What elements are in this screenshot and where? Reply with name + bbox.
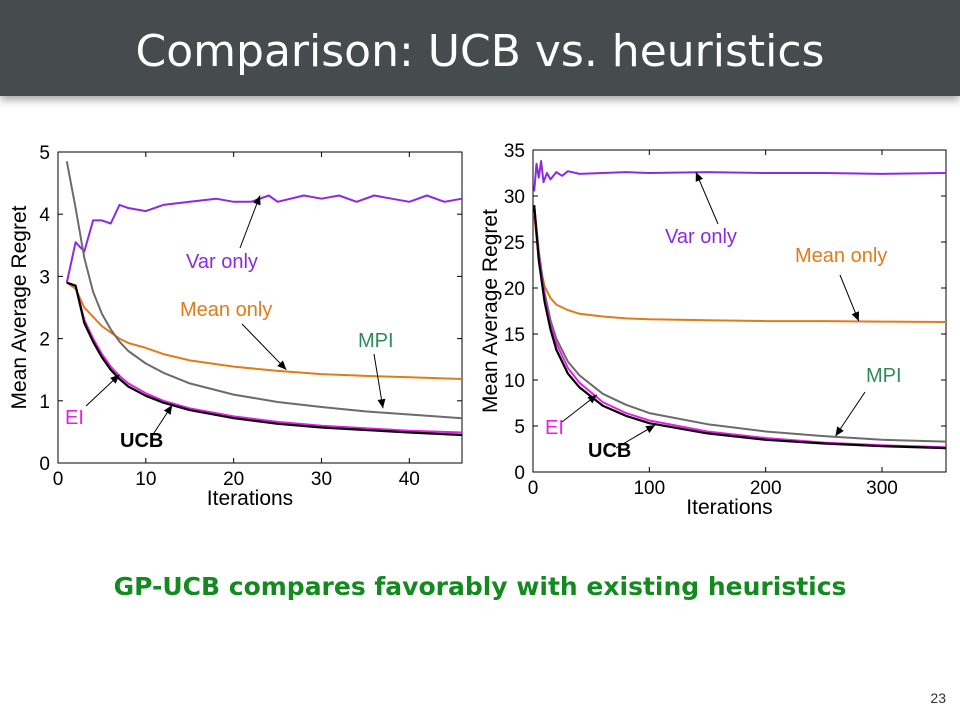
annotation-label: Var only (665, 226, 737, 248)
series-line-var-only (65, 194, 463, 283)
y-tick-label: 2 (39, 330, 50, 351)
series-line-mpi (533, 205, 947, 443)
slide-title: Comparison: UCB vs. heuristics (135, 26, 825, 77)
annotation-arrowhead (253, 195, 261, 206)
annotation-arrowhead (587, 394, 597, 404)
annotation-label: Var only (186, 251, 258, 273)
series-line-ei (66, 281, 463, 434)
x-axis-label: Iterations (686, 496, 772, 519)
x-tick-label: 0 (528, 478, 539, 499)
annotation-arrowhead (851, 311, 860, 322)
y-tick-label: 15 (504, 325, 525, 346)
y-axis-label: Mean Average Regret (479, 209, 502, 413)
x-tick-label: 30 (311, 469, 332, 490)
annotation-label: EI (65, 407, 84, 429)
y-axis-label: Mean Average Regret (8, 205, 31, 409)
y-tick-label: 0 (39, 454, 50, 475)
x-tick-label: 100 (633, 478, 665, 499)
y-tick-label: 30 (504, 187, 525, 208)
annotation-arrowhead (377, 398, 386, 409)
y-tick-label: 35 (504, 141, 525, 162)
plot-frame (57, 151, 463, 464)
y-tick-label: 20 (504, 279, 525, 300)
y-tick-label: 1 (39, 392, 50, 413)
y-tick-label: 5 (514, 417, 525, 438)
x-tick-label: 0 (53, 469, 64, 490)
annotation-arrow (241, 323, 287, 371)
annotation-label: EI (545, 417, 564, 439)
x-tick-label: 200 (750, 478, 782, 499)
series-line-ucb (66, 281, 463, 437)
annotation-arrowhead (277, 360, 287, 370)
annotation-label: MPI (358, 330, 394, 352)
annotation-arrowhead (645, 425, 656, 434)
series-line-mpi (65, 161, 463, 420)
x-tick-label: 300 (866, 478, 898, 499)
annotation-arrowhead (110, 374, 120, 384)
annotation-arrowhead (695, 172, 704, 182)
series-line-var-only (533, 160, 947, 192)
y-tick-label: 25 (504, 233, 525, 254)
annotation-label: Mean only (795, 245, 887, 267)
series-line-ei (533, 205, 947, 449)
series-line-mean-only (66, 281, 463, 380)
y-tick-label: 3 (39, 267, 50, 288)
y-tick-label: 10 (504, 371, 525, 392)
annotation-arrow (239, 195, 261, 249)
annotation-arrowhead (835, 426, 844, 437)
y-tick-label: 0 (514, 463, 525, 484)
page-number: 23 (930, 690, 946, 706)
series-line-ucb (533, 205, 947, 450)
x-tick-label: 40 (399, 469, 420, 490)
x-tick-label: 20 (223, 469, 244, 490)
y-tick-label: 4 (39, 205, 50, 226)
series-line-mean-only (533, 214, 947, 323)
x-axis-label: Iterations (207, 487, 293, 510)
title-bar: Comparison: UCB vs. heuristics (0, 0, 960, 96)
annotation-label: Mean only (180, 299, 272, 321)
annotation-arrowhead (163, 405, 173, 415)
y-tick-label: 5 (39, 143, 50, 164)
plot-frame (532, 149, 947, 473)
x-tick-label: 10 (135, 469, 156, 490)
annotation-arrow (373, 353, 384, 409)
slide-caption: GP-UCB compares favorably with existing … (113, 572, 847, 601)
annotation-label: MPI (866, 365, 902, 387)
annotation-arrow (695, 171, 719, 225)
